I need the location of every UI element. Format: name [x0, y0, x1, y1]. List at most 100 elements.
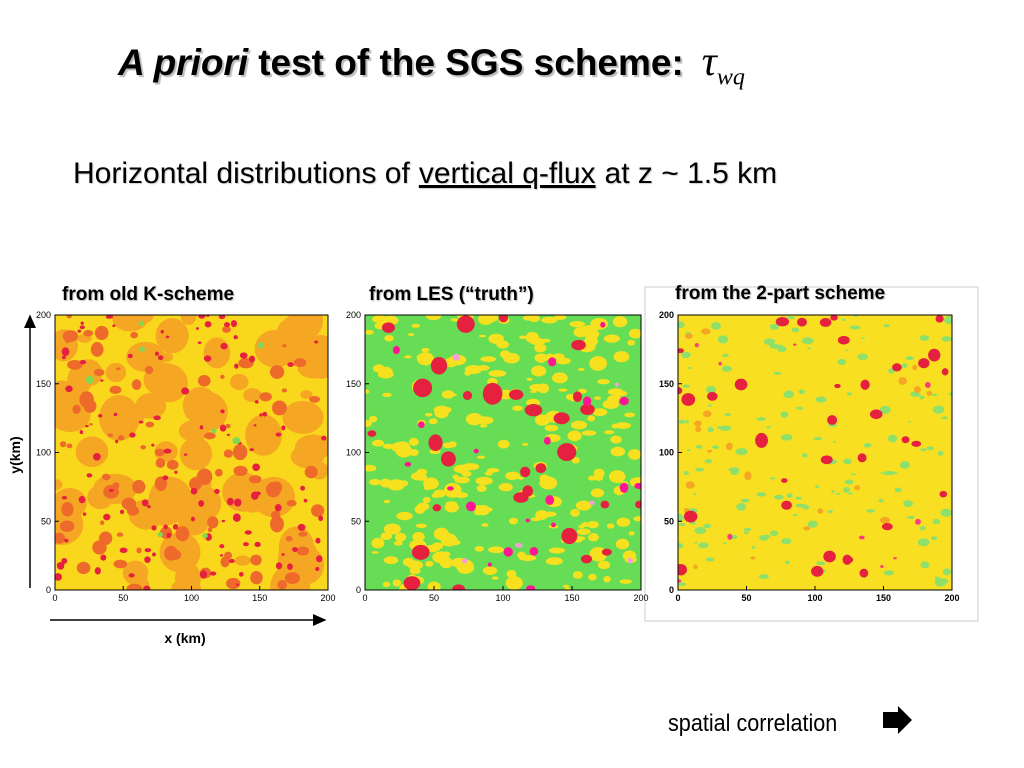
- heat-blob: [452, 353, 461, 361]
- x-tick-label: 100: [807, 593, 822, 603]
- heat-blob: [503, 547, 513, 557]
- heat-blob: [613, 351, 630, 363]
- x-axis-label: x (km): [164, 630, 205, 646]
- heat-blob: [481, 523, 489, 527]
- heat-blob: [505, 471, 521, 481]
- heat-blob: [197, 374, 211, 387]
- heat-blob: [577, 367, 585, 371]
- heat-blob: [589, 356, 607, 371]
- heat-blob: [570, 508, 580, 517]
- heat-blob: [416, 352, 434, 366]
- heat-blob: [786, 493, 793, 498]
- heat-blob: [220, 556, 230, 568]
- heat-blob: [695, 444, 703, 449]
- heat-blob: [369, 478, 381, 486]
- heat-blob: [567, 430, 582, 442]
- heat-blob: [198, 315, 206, 319]
- heat-blob: [220, 409, 225, 414]
- heat-blob: [452, 474, 459, 480]
- heat-blob: [403, 576, 421, 590]
- heat-blob: [500, 350, 511, 359]
- heat-blob: [879, 405, 891, 414]
- heat-blob: [408, 332, 415, 337]
- heat-blob: [473, 448, 479, 454]
- heat-blob: [603, 334, 620, 343]
- heat-blob: [203, 355, 212, 362]
- heat-blob: [454, 492, 469, 499]
- heat-blob: [751, 546, 756, 549]
- heat-blob: [706, 385, 716, 394]
- heat-blob: [400, 480, 409, 487]
- heat-blob: [593, 468, 605, 478]
- panel-label: from LES (“truth”): [369, 284, 534, 305]
- heat-blob: [409, 567, 421, 575]
- heat-blob: [682, 384, 690, 388]
- heat-blob: [78, 496, 86, 504]
- heat-blob: [476, 365, 490, 371]
- heat-blob: [411, 323, 420, 328]
- heat-blob: [607, 395, 622, 403]
- heat-blob: [271, 481, 283, 494]
- heat-blob: [156, 322, 182, 341]
- heat-blob: [702, 410, 712, 418]
- heat-blob: [727, 533, 733, 540]
- heat-blob: [174, 562, 201, 590]
- heat-blob: [456, 559, 474, 574]
- heat-blob: [857, 353, 869, 360]
- heat-blob: [249, 448, 255, 452]
- heat-blob: [101, 473, 111, 481]
- heat-blob: [417, 474, 428, 481]
- heat-blob: [303, 498, 308, 503]
- heat-blob: [717, 335, 729, 344]
- heat-blob: [277, 580, 288, 590]
- heat-blob: [587, 521, 599, 529]
- heat-blob: [698, 542, 709, 549]
- heat-blob: [238, 571, 244, 577]
- heat-blob: [524, 403, 543, 417]
- heat-blob: [575, 500, 592, 511]
- heat-blob: [99, 520, 105, 526]
- heat-blob: [462, 558, 468, 564]
- heat-blob: [226, 577, 241, 590]
- heat-blob: [934, 576, 940, 581]
- heat-blob: [278, 526, 315, 569]
- heat-blob: [758, 574, 769, 580]
- heat-blob: [475, 504, 491, 516]
- heat-blob: [487, 562, 492, 567]
- heat-blob: [883, 470, 896, 476]
- heat-blob: [863, 442, 872, 448]
- heat-blob: [801, 337, 814, 345]
- heat-blob: [834, 383, 841, 389]
- heat-blob: [707, 404, 712, 407]
- heat-blob: [141, 499, 149, 507]
- heat-blob: [129, 432, 136, 438]
- heat-blob: [781, 478, 788, 483]
- heat-blob: [175, 526, 190, 542]
- heat-blob: [634, 482, 641, 489]
- heat-blob: [66, 315, 72, 319]
- heat-blob: [300, 485, 306, 491]
- heat-blob: [938, 578, 949, 584]
- heat-blob: [199, 425, 204, 430]
- heat-blob: [100, 554, 107, 561]
- y-tick-label: 100: [36, 448, 51, 458]
- y-tick-label: 0: [356, 585, 361, 595]
- heat-blob: [98, 531, 113, 545]
- heat-blob: [944, 315, 952, 325]
- heat-blob: [79, 430, 84, 435]
- heat-blob: [387, 479, 405, 491]
- heat-blob: [695, 467, 705, 472]
- heat-blob: [773, 494, 784, 500]
- heat-blob: [371, 551, 379, 554]
- symbol: τ: [701, 39, 717, 85]
- heat-blob: [498, 315, 509, 323]
- heat-blob: [633, 516, 641, 522]
- heat-blob: [477, 455, 486, 459]
- heat-blob: [145, 421, 155, 428]
- heat-blob: [678, 321, 685, 329]
- heat-blob: [377, 370, 394, 379]
- y-tick-label: 200: [346, 310, 361, 320]
- heat-blob: [787, 315, 795, 320]
- x-tick-label: 50: [118, 593, 128, 603]
- heat-blob: [687, 366, 692, 369]
